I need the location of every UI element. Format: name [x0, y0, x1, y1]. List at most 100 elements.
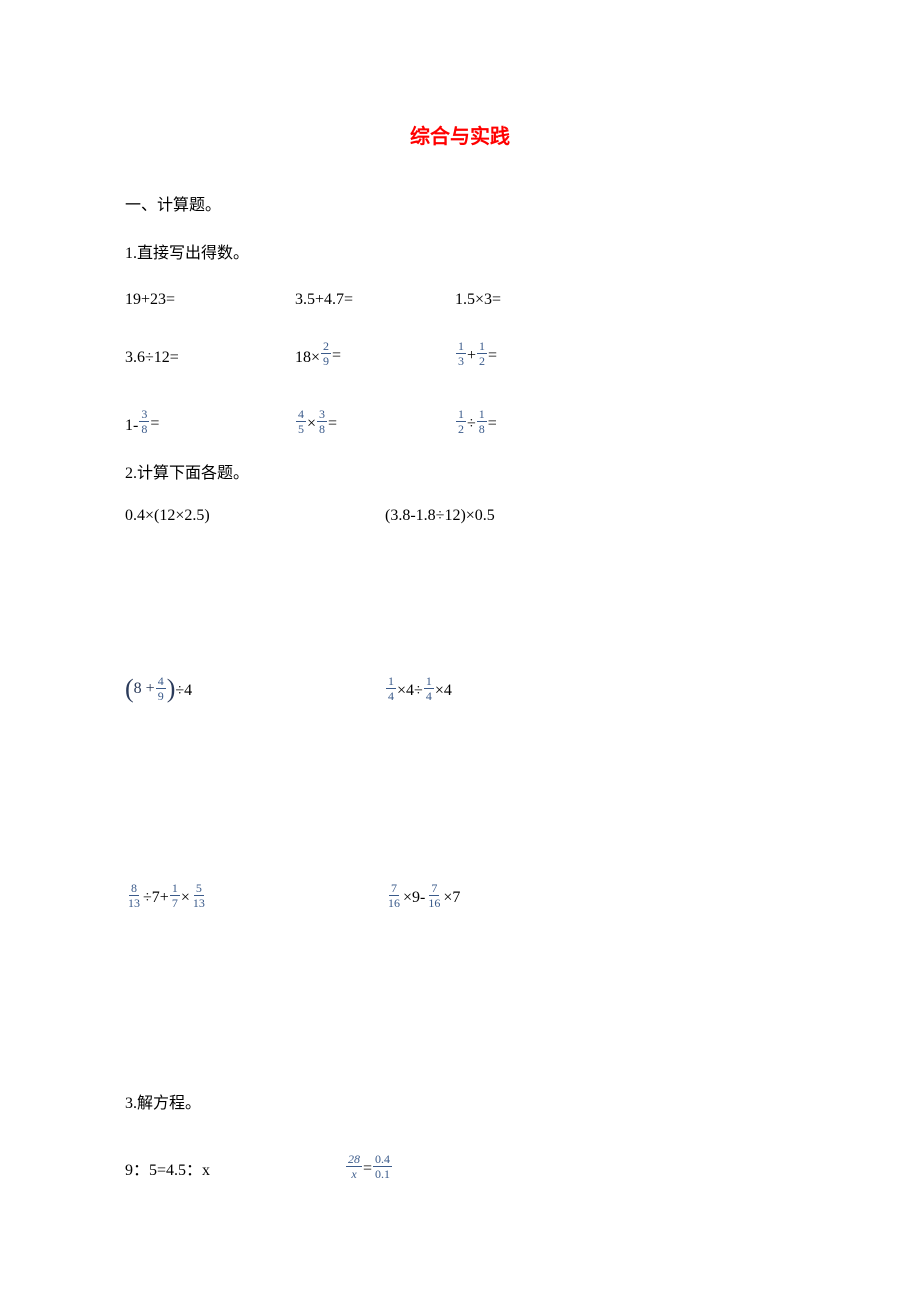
numerator: 7	[389, 882, 399, 896]
numerator: 2	[321, 340, 331, 354]
q3-c1: 9：5=4.5：x	[125, 1153, 345, 1180]
denominator: 5	[296, 422, 306, 435]
fraction: 1 7	[170, 882, 180, 909]
denominator: 16	[386, 896, 402, 909]
q3-c2: 28 x = 0.4 0.1	[345, 1153, 393, 1180]
fraction: 8 13	[126, 882, 142, 909]
denominator: 7	[170, 896, 180, 909]
numerator: 1	[424, 675, 434, 689]
q2-heading: 2.计算下面各题。	[125, 459, 795, 483]
spacer	[125, 525, 795, 675]
numerator: 1	[456, 340, 466, 354]
left-paren: (	[125, 676, 134, 702]
fraction: 2 9	[321, 340, 331, 367]
numerator: 3	[139, 408, 149, 422]
section-1-heading: 一、计算题。	[125, 191, 795, 215]
denominator: 8	[477, 422, 487, 435]
numerator: 1	[170, 882, 180, 896]
numerator: 1	[477, 340, 487, 354]
text: ×	[181, 889, 190, 909]
numerator: 4	[296, 408, 306, 422]
text: ÷7+	[143, 889, 169, 909]
q1-heading: 1.直接写出得数。	[125, 239, 795, 263]
fraction: 4 9	[156, 675, 166, 702]
text: ÷4	[175, 682, 192, 702]
q1-row3: 1- 3 8 = 4 5 × 3 8 = 1 2 ÷	[125, 391, 795, 435]
text: =	[488, 415, 497, 435]
fraction: 5 13	[191, 882, 207, 909]
q2-row2: ( 8 + 4 9 ) ÷4 1 4 ×4÷ 1 4	[125, 675, 795, 702]
denominator: 13	[191, 896, 207, 909]
operator: ×	[307, 415, 316, 435]
denominator: 0.1	[373, 1167, 392, 1180]
spacer	[125, 909, 795, 1089]
q1-r1-c2: 3.5+4.7=	[295, 291, 455, 309]
text: ×4	[435, 682, 452, 702]
text: =	[363, 1160, 372, 1180]
paren-inner: 8 + 4 9	[134, 675, 167, 702]
q1-r3-c1: 1- 3 8 =	[125, 408, 295, 435]
q2-r3-c1: 8 13 ÷7+ 1 7 × 5 13	[125, 882, 385, 909]
numerator: 7	[429, 882, 439, 896]
fraction: 3 8	[317, 408, 327, 435]
denominator: 8	[317, 422, 327, 435]
text: =	[150, 415, 159, 435]
denominator: 4	[386, 689, 396, 702]
operator: +	[467, 347, 476, 367]
numerator: 1	[477, 408, 487, 422]
numerator: 1	[386, 675, 396, 689]
fraction: 0.4 0.1	[373, 1153, 392, 1180]
q3-heading: 3.解方程。	[125, 1089, 795, 1113]
numerator: 0.4	[373, 1153, 392, 1167]
numerator: 28	[346, 1153, 362, 1167]
denominator: x	[349, 1167, 358, 1180]
q2-r1-c2: (3.8-1.8÷12)×0.5	[385, 507, 495, 525]
fraction: 1 2	[477, 340, 487, 367]
denominator: 4	[424, 689, 434, 702]
q1-r2-c1: 3.6÷12=	[125, 349, 295, 367]
denominator: 8	[139, 422, 149, 435]
q1-r2-c3: 1 3 + 1 2 =	[455, 340, 497, 367]
denominator: 2	[456, 422, 466, 435]
text: ×4÷	[397, 682, 423, 702]
fraction: 28 x	[346, 1153, 362, 1180]
denominator: 9	[156, 689, 166, 702]
q1-r3-c2: 4 5 × 3 8 =	[295, 408, 455, 435]
q2-row3: 8 13 ÷7+ 1 7 × 5 13 7 16 ×9- 7 16	[125, 882, 795, 909]
q1-r1-c1: 19+23=	[125, 291, 295, 309]
text: 1-	[125, 417, 138, 435]
fraction: 7 16	[386, 882, 402, 909]
denominator: 16	[426, 896, 442, 909]
numerator: 1	[456, 408, 466, 422]
fraction: 1 8	[477, 408, 487, 435]
page-title: 综合与实践	[125, 120, 795, 149]
page-container: 综合与实践 一、计算题。 1.直接写出得数。 19+23= 3.5+4.7= 1…	[0, 0, 920, 1220]
fraction: 1 3	[456, 340, 466, 367]
text: =	[488, 347, 497, 367]
q3-row1: 9：5=4.5：x 28 x = 0.4 0.1	[125, 1153, 795, 1180]
denominator: 3	[456, 354, 466, 367]
text: =	[328, 415, 337, 435]
denominator: 2	[477, 354, 487, 367]
q2-r3-c2: 7 16 ×9- 7 16 ×7	[385, 882, 460, 909]
numerator: 3	[317, 408, 327, 422]
text: ×9-	[403, 889, 425, 909]
q1-r1-c3: 1.5×3=	[455, 291, 501, 309]
paren-expr: ( 8 + 4 9 )	[125, 675, 175, 702]
fraction: 1 2	[456, 408, 466, 435]
text: 18×	[295, 349, 320, 367]
denominator: 9	[321, 354, 331, 367]
fraction: 4 5	[296, 408, 306, 435]
numerator: 5	[194, 882, 204, 896]
fraction: 7 16	[426, 882, 442, 909]
q1-row2: 3.6÷12= 18× 2 9 = 1 3 + 1 2 =	[125, 323, 795, 367]
q2-r2-c2: 1 4 ×4÷ 1 4 ×4	[385, 675, 452, 702]
q2-r2-c1: ( 8 + 4 9 ) ÷4	[125, 675, 385, 702]
denominator: 13	[126, 896, 142, 909]
fraction: 1 4	[424, 675, 434, 702]
text: ×7	[443, 889, 460, 909]
right-paren: )	[167, 676, 176, 702]
q1-r3-c3: 1 2 ÷ 1 8 =	[455, 408, 497, 435]
spacer	[125, 702, 795, 882]
q2-row1: 0.4×(12×2.5) (3.8-1.8÷12)×0.5	[125, 507, 795, 525]
